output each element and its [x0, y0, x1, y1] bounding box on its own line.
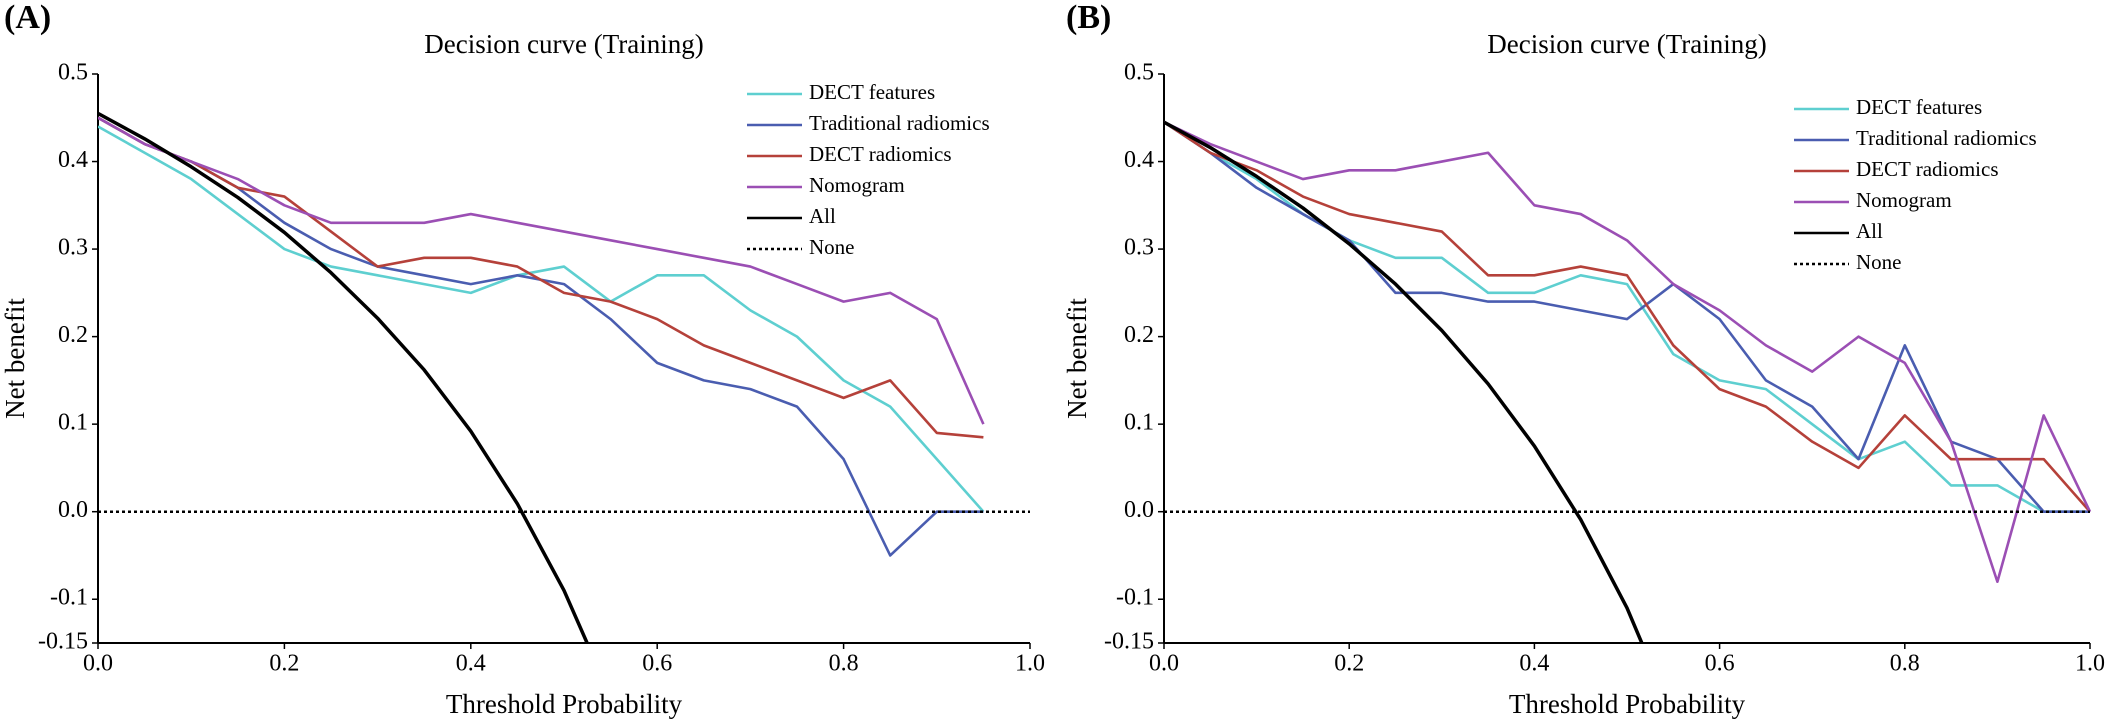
series-line — [1164, 120, 1644, 643]
panel: (A) Decision curve (Training) Threshold Pr… — [0, 0, 1045, 719]
legend-label: Nomogram — [809, 173, 905, 197]
x-tick-label: 0.2 — [1334, 651, 1364, 677]
legend-label: Traditional radiomics — [809, 111, 990, 135]
series-line — [98, 116, 984, 439]
y-tick-label: 0.4 — [1124, 147, 1154, 173]
series-line — [98, 116, 985, 425]
series-line — [98, 125, 985, 513]
x-tick-label: 0.2 — [269, 651, 299, 677]
y-tick-label: 0.0 — [58, 497, 88, 523]
series-line — [98, 111, 590, 643]
legend-label: All — [809, 204, 836, 228]
series-line — [1164, 121, 2091, 513]
x-tick-label: 0.4 — [456, 651, 486, 677]
legend-label: DECT features — [809, 80, 935, 104]
legend-label: DECT radiomics — [1856, 157, 1999, 181]
panel-label: (A) — [4, 0, 51, 36]
x-tick-label: 0.0 — [83, 651, 113, 677]
y-axis-label: Net benefit — [0, 298, 30, 419]
legend-label: Traditional radiomics — [1856, 126, 2037, 150]
x-axis-label: Threshold Probability — [1509, 689, 1746, 719]
legend-label: None — [1856, 250, 1902, 274]
y-tick-label: 0.0 — [1124, 497, 1154, 523]
y-tick-label: 0.3 — [1124, 235, 1154, 261]
legend-label: None — [809, 235, 855, 259]
series-line — [1164, 120, 2092, 584]
y-tick-label: 0.5 — [58, 60, 88, 86]
x-tick-label: 0.6 — [642, 651, 672, 677]
x-tick-label: 1.0 — [1015, 651, 1045, 677]
legend-label: All — [1856, 219, 1883, 243]
y-tick-label: 0.2 — [1124, 322, 1154, 348]
legend-label: Nomogram — [1856, 188, 1952, 212]
x-axis-label: Threshold Probability — [446, 689, 683, 719]
x-tick-label: 0.6 — [1705, 651, 1735, 677]
y-axis-label: Net benefit — [1062, 298, 1092, 419]
chart-title: Decision curve (Training) — [1487, 29, 1766, 59]
y-tick-label: -0.1 — [50, 585, 88, 611]
x-tick-label: 0.8 — [1890, 651, 1920, 677]
panel: (B) Decision curve (Training) Threshold Pr… — [1062, 0, 2105, 719]
x-tick-label: 1.0 — [2075, 651, 2105, 677]
x-tick-label: 0.0 — [1149, 651, 1179, 677]
panel-label: (B) — [1066, 0, 1111, 36]
x-tick-label: 0.4 — [1519, 651, 1549, 677]
y-tick-label: 0.2 — [58, 322, 88, 348]
chart-title: Decision curve (Training) — [424, 29, 703, 59]
series-line — [1164, 121, 2090, 513]
legend-label: DECT features — [1856, 95, 1982, 119]
x-tick-label: 0.8 — [829, 651, 859, 677]
y-tick-label: -0.15 — [38, 629, 88, 655]
y-tick-label: 0.1 — [58, 410, 88, 436]
legend-label: DECT radiomics — [809, 142, 952, 166]
y-tick-label: 0.1 — [1124, 410, 1154, 436]
y-tick-label: 0.4 — [58, 147, 88, 173]
y-tick-label: 0.5 — [1124, 60, 1154, 86]
y-tick-label: -0.1 — [1116, 585, 1154, 611]
y-tick-label: 0.3 — [58, 235, 88, 261]
y-tick-label: -0.15 — [1104, 629, 1154, 655]
